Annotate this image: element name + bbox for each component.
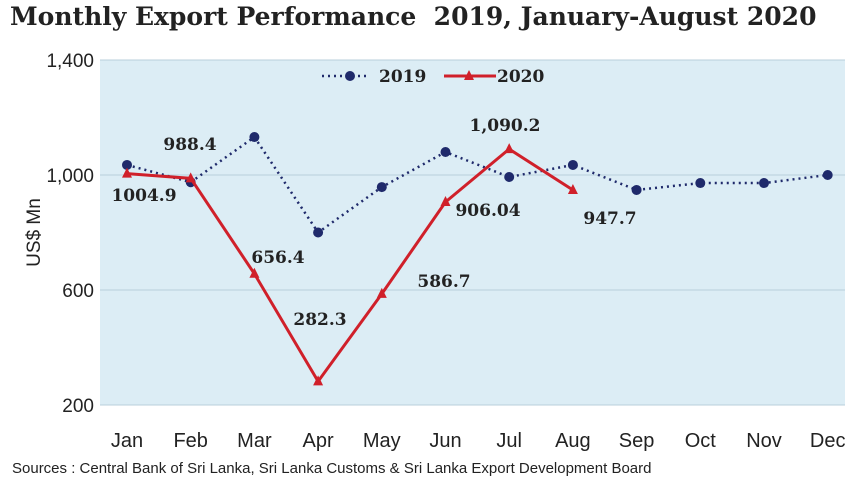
- series-2020-point: [313, 375, 324, 386]
- source-note: Sources : Central Bank of Sri Lanka, Sri…: [12, 460, 652, 477]
- data-label: 656.4: [251, 248, 304, 268]
- series-2019-point: [695, 178, 706, 189]
- y-axis-label: US$ Mn: [24, 198, 45, 267]
- series-2020-point: [249, 267, 260, 278]
- x-tick-label: Apr: [303, 430, 334, 452]
- x-tick-label: Feb: [173, 430, 207, 452]
- series-2019-point: [822, 170, 833, 180]
- x-tick-label: Oct: [685, 430, 717, 452]
- series-2019-point: [440, 147, 451, 157]
- series-2019-point: [631, 184, 642, 195]
- data-label: 1004.9: [111, 186, 176, 206]
- x-tick-label: May: [363, 430, 401, 452]
- data-label: 282.3: [293, 310, 346, 330]
- series-2020-point: [185, 172, 196, 183]
- data-label: 1,090.2: [470, 116, 541, 136]
- y-tick-label: 600: [62, 281, 94, 302]
- series-2020-point: [504, 143, 515, 154]
- data-label: 947.7: [583, 209, 636, 229]
- series-2020-point: [376, 287, 387, 298]
- series-2020-line: [126, 147, 574, 385]
- y-tick-label: 1,400: [46, 51, 94, 72]
- y-tick-label: 200: [62, 396, 94, 417]
- series-2020-point: [440, 196, 451, 207]
- legend-2019-marker: [345, 71, 355, 81]
- series-2019-point: [313, 227, 324, 238]
- legend-2019-label: 2019: [379, 67, 426, 87]
- plot-area: [100, 60, 845, 405]
- series-2019-point: [504, 172, 515, 183]
- series-2019-point: [249, 132, 260, 143]
- data-label: 906.04: [455, 201, 520, 221]
- series-2019-point: [122, 159, 132, 170]
- x-tick-label: Aug: [555, 430, 591, 452]
- series-2019-point: [567, 159, 578, 170]
- x-tick-label: Jan: [111, 430, 143, 452]
- series-2020-point: [567, 184, 578, 195]
- series-2020-point: [122, 167, 132, 178]
- legend-2020-label: 2020: [497, 67, 544, 87]
- x-tick-label: Sep: [619, 430, 655, 452]
- chart-title: Monthly Export Performance 2019, January…: [10, 2, 817, 31]
- x-tick-label: Nov: [746, 430, 782, 452]
- legend-2020-marker: [464, 70, 474, 80]
- x-tick-label: Mar: [237, 430, 272, 452]
- data-label: 586.7: [417, 272, 470, 292]
- y-tick-label: 1,000: [46, 166, 94, 187]
- data-label: 988.4: [163, 135, 216, 155]
- series-2019-point: [376, 182, 387, 193]
- x-tick-label: Jul: [496, 430, 522, 452]
- x-tick-label: Dec: [810, 430, 846, 452]
- x-tick-label: Jun: [429, 430, 461, 452]
- series-2019-point: [759, 178, 769, 189]
